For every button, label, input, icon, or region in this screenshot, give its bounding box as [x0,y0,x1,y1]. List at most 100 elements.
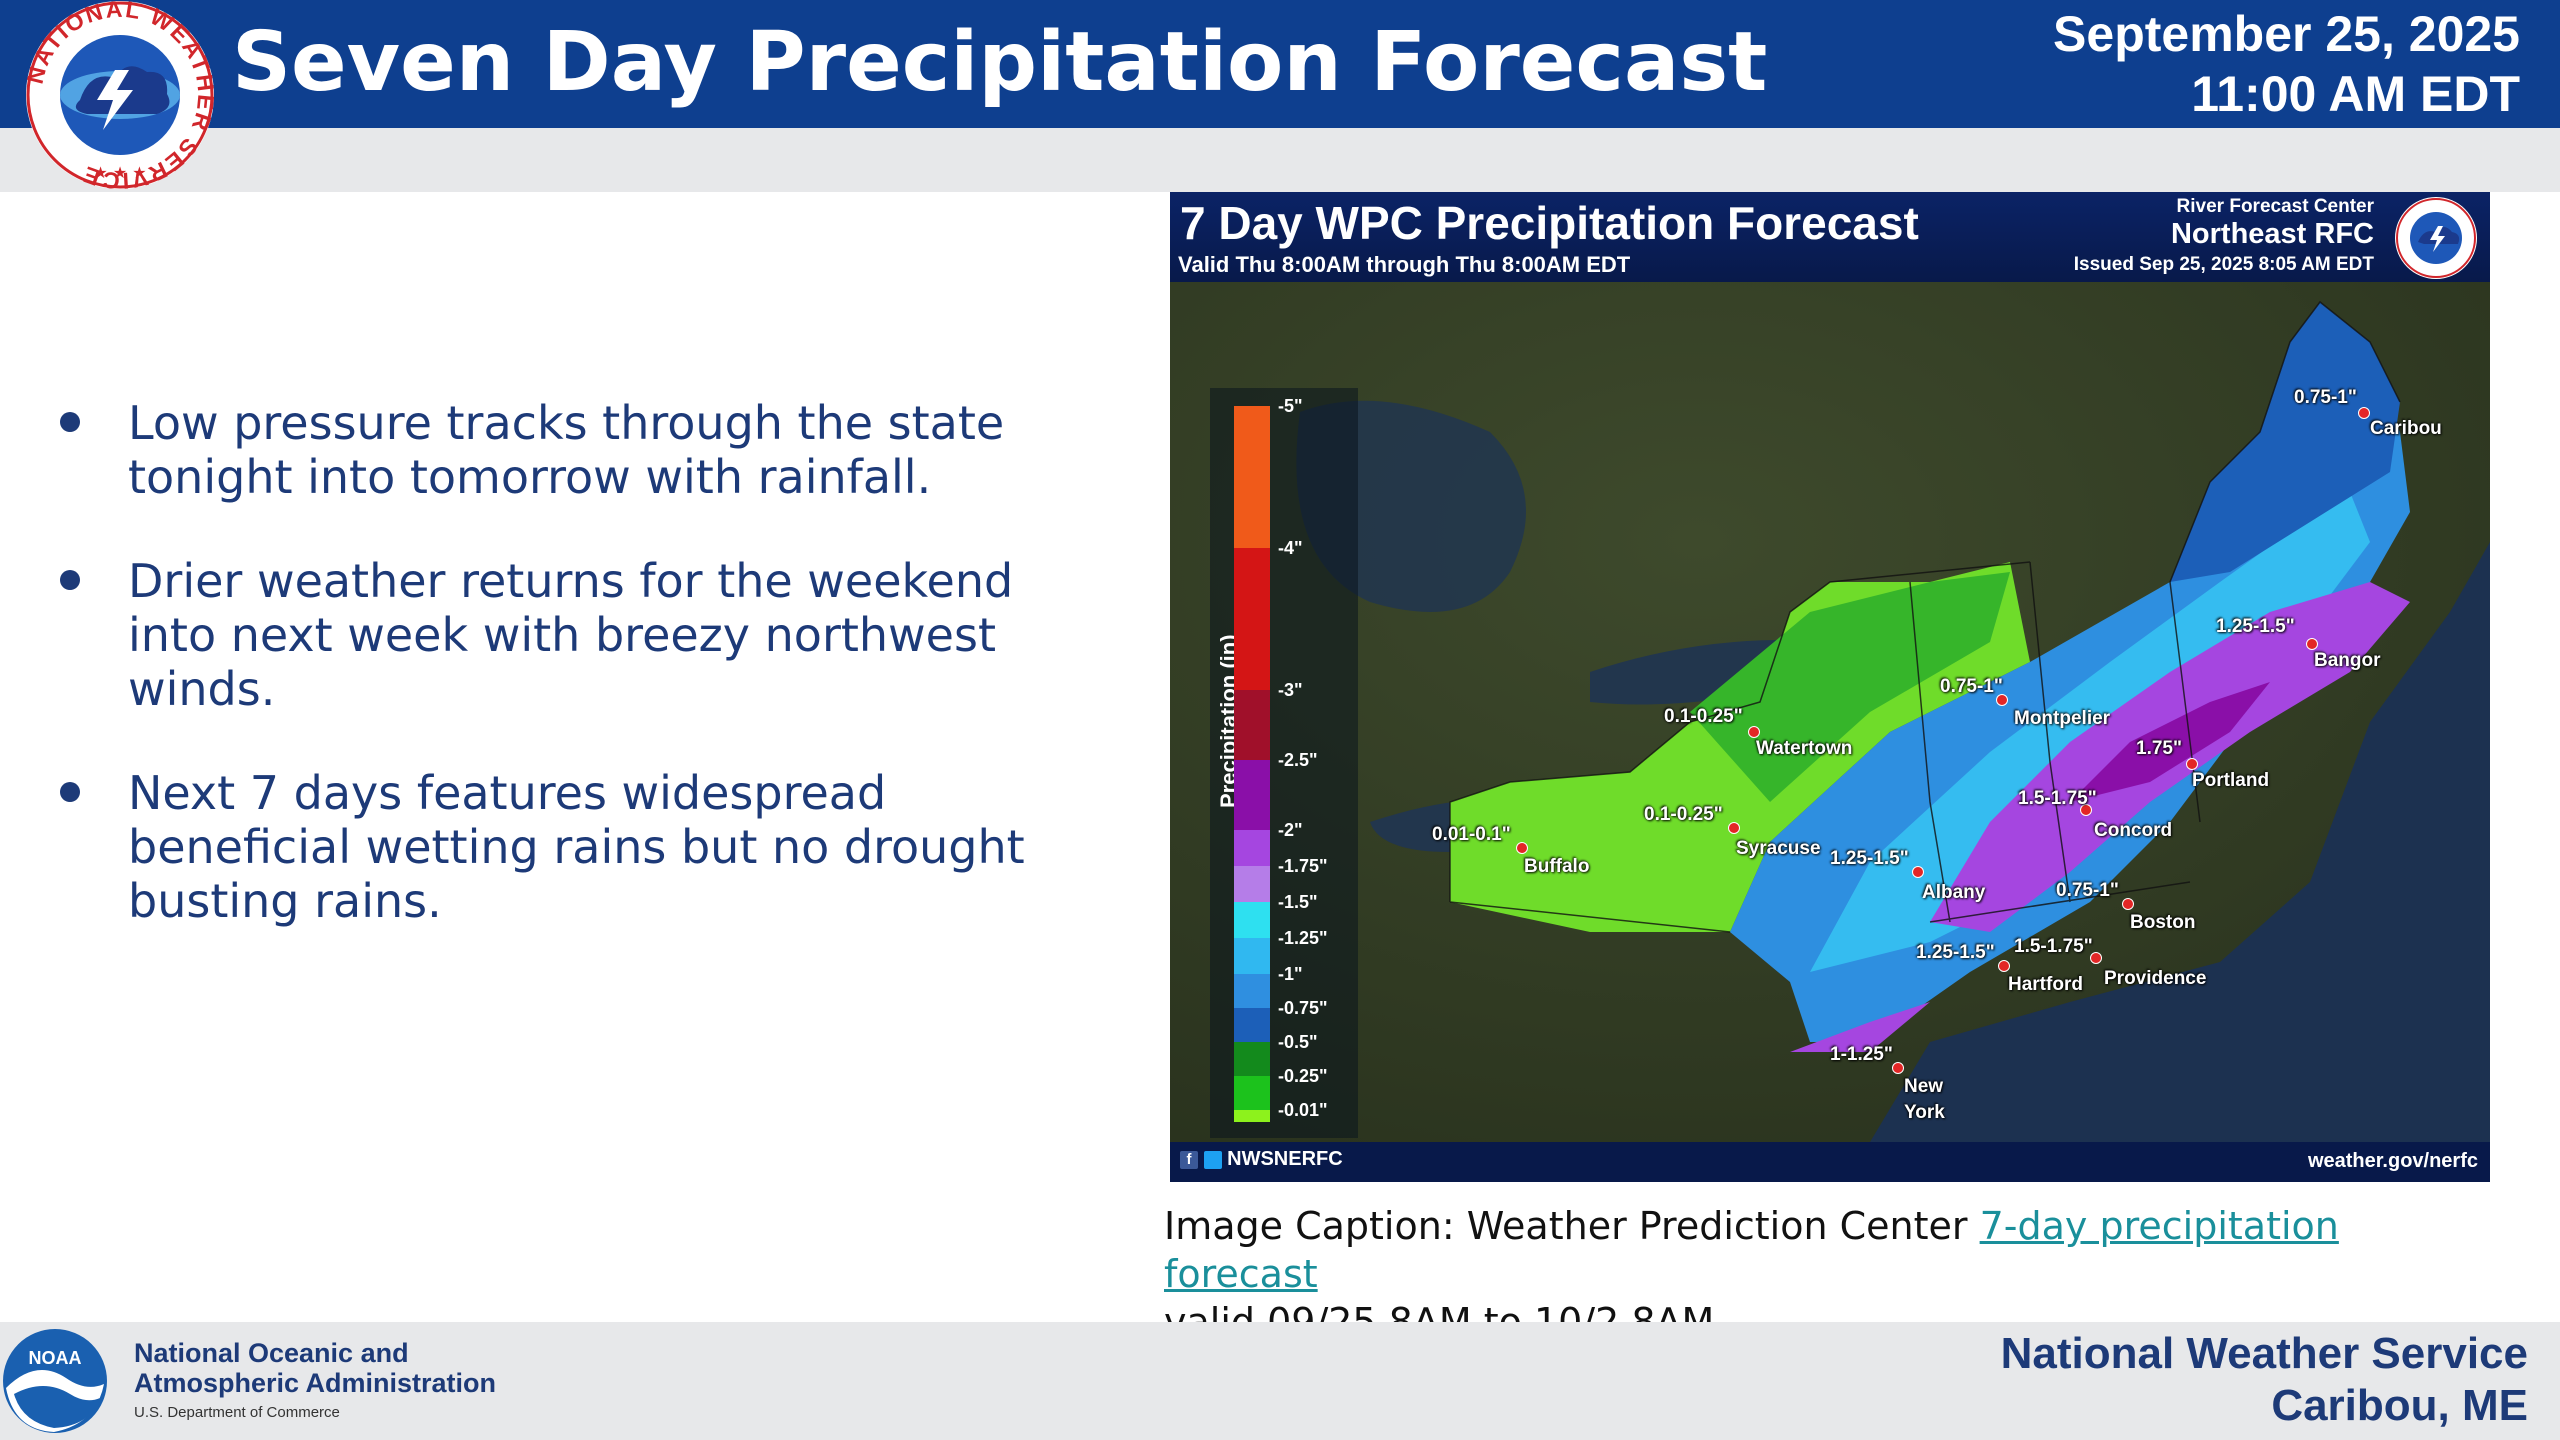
city-new-york-line1: New [1904,1076,1944,1097]
social-handle-text: NWSNERFC [1227,1148,1343,1170]
amount-albany: 1.25-1.5" [1830,848,1909,869]
city-dot-providence [2090,952,2102,964]
city-albany: Albany [1922,882,1986,903]
amount-new-york: 1-1.25" [1830,1044,1893,1065]
city-providence: Providence [2104,968,2207,989]
caption-prefix: Image Caption: Weather Prediction Center [1164,1204,1980,1248]
city-portland: Portland [2192,770,2270,791]
legend-label: -3" [1278,680,1303,700]
date-label: September 25, 2025 [2053,6,2520,62]
amount-boston: 0.75-1" [2056,880,2119,901]
office-line1: National Weather Service [2000,1329,2528,1378]
nws-logo: NATIONAL WEATHER SERVICE ★ ★ ★ [22,0,218,190]
city-montpelier: Montpelier [2014,708,2111,729]
footer-bar [0,1322,2560,1440]
map-url[interactable]: weather.gov/nerfc [2307,1150,2478,1172]
legend-label: -0.75" [1278,998,1328,1018]
page-title: Seven Day Precipitation Forecast [232,15,1768,110]
amount-portland: 1.75" [2136,738,2182,759]
city-dot-syracuse [1728,822,1740,834]
precipitation-map: 7 Day WPC Precipitation Forecast Valid T… [1170,192,2490,1182]
map-footer [1170,1142,2490,1182]
facebook-icon: f [1180,1150,1198,1169]
bullet-text: Drier weather returns for the weekend in… [128,554,1014,716]
city-caribou: Caribou [2370,418,2442,439]
legend-swatch [1234,406,1270,548]
noaa-department: U.S. Department of Commerce [134,1404,340,1421]
social-handle[interactable]: f NWSNERFC [1180,1148,1343,1171]
legend-label: -1.25" [1278,928,1328,948]
legend-swatch [1234,866,1270,902]
amount-syracuse: 0.1-0.25" [1644,804,1723,825]
rfc-name: Northeast RFC [2170,218,2374,250]
map-header [1170,192,2490,282]
city-dot-caribou [2358,407,2370,419]
noaa-name-line2: Atmospheric Administration [134,1368,497,1398]
legend-swatch [1234,690,1270,760]
legend-label: -5" [1278,396,1303,416]
svg-text:★ ★ ★: ★ ★ ★ [93,163,146,182]
bullet-dot-icon [60,412,80,432]
city-syracuse: Syracuse [1736,838,1821,859]
legend-swatch [1234,1076,1270,1110]
city-dot-concord [2080,804,2092,816]
city-dot-bangor [2306,638,2318,650]
legend-label: -2.5" [1278,750,1318,770]
bullet-item: Low pressure tracks through the state to… [58,396,1098,504]
city-dot-watertown [1748,726,1760,738]
office-line2: Caribou, ME [2271,1381,2528,1430]
amount-providence: 1.5-1.75" [2014,936,2093,957]
city-bangor: Bangor [2314,650,2381,671]
legend-swatch [1234,1110,1270,1122]
amount-montpelier: 0.75-1" [1940,676,2003,697]
legend-swatch [1234,760,1270,830]
city-concord: Concord [2094,820,2173,841]
legend-label: -0.25" [1278,1066,1328,1086]
legend-swatch [1234,938,1270,974]
caption-link[interactable]: 7-day precipitation forecast [1164,1204,2339,1296]
bullet-item: Drier weather returns for the weekend in… [58,554,1098,716]
amount-hartford: 1.25-1.5" [1916,942,1995,963]
nws-mini-logo [2395,197,2477,279]
amount-buffalo: 0.01-0.1" [1432,824,1511,845]
legend-label: -1" [1278,964,1303,984]
city-dot-portland [2186,758,2198,770]
noaa-name: National Oceanic and Atmospheric Adminis… [134,1338,496,1398]
bullet-list: Low pressure tracks through the state to… [58,396,1098,978]
bullet-text: Low pressure tracks through the state to… [128,396,1005,504]
bullet-dot-icon [60,570,80,590]
bullet-text: Next 7 days features widespread benefici… [128,766,1025,928]
city-dot-boston [2122,898,2134,910]
noaa-logo-text: NOAA [29,1348,82,1368]
legend-swatch [1234,830,1270,866]
city-dot-albany [1912,866,1924,878]
city-boston: Boston [2130,912,2196,933]
amount-caribou: 0.75-1" [2294,387,2357,408]
map-graphic [1170,282,2490,1142]
map-valid-time: Valid Thu 8:00AM through Thu 8:00AM EDT [1178,252,1631,277]
legend-label: -0.01" [1278,1100,1328,1120]
bullet-item: Next 7 days features widespread benefici… [58,766,1098,928]
city-buffalo: Buffalo [1524,856,1590,877]
time-label: 11:00 AM EDT [2191,66,2520,122]
legend-swatch [1234,902,1270,938]
city-dot-new-york [1892,1062,1904,1074]
amount-watertown: 0.1-0.25" [1664,706,1743,727]
map-legend: Precipitation (in) -5" -4" -3" -2.5" -2" -1.7… [1210,388,1358,1138]
header-subbar [0,128,2560,192]
date-time-block: September 25, 2025 11:00 AM EDT [2053,4,2520,124]
city-watertown: Watertown [1756,738,1853,759]
legend-labels: -5" -4" -3" -2.5" -2" -1.75" -1.5" -1.25" -1" -0.… [1278,388,1358,1138]
legend-swatch [1234,1042,1270,1076]
noaa-name-line1: National Oceanic and [134,1338,409,1368]
image-caption: Image Caption: Weather Prediction Center… [1164,1202,2494,1346]
rfc-label: River Forecast Center [2176,196,2374,217]
noaa-logo: NOAA [3,1329,107,1433]
legend-swatch [1234,974,1270,1008]
legend-label: -4" [1278,538,1303,558]
city-hartford: Hartford [2008,974,2083,995]
city-dot-hartford [1998,960,2010,972]
twitter-icon [1203,1150,1222,1169]
amount-bangor: 1.25-1.5" [2216,616,2295,637]
legend-label: -0.5" [1278,1032,1318,1052]
